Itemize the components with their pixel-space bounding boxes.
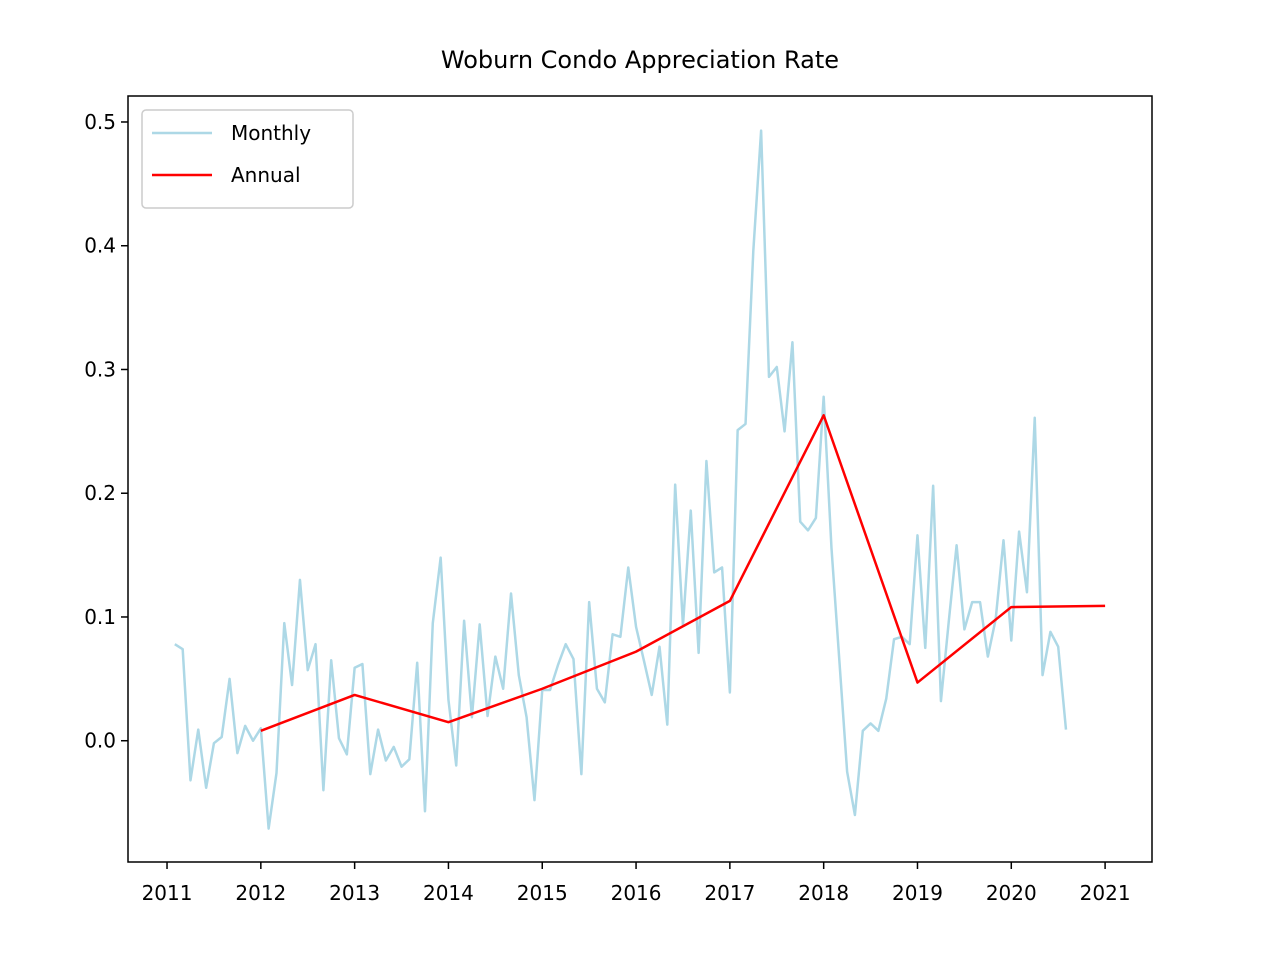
y-tick-label: 0.0 xyxy=(84,729,116,753)
x-tick-label: 2011 xyxy=(142,881,193,905)
x-tick-label: 2014 xyxy=(423,881,474,905)
legend-label: Annual xyxy=(231,163,301,187)
series-line xyxy=(174,129,1068,830)
plot-frame xyxy=(127,95,1153,863)
x-tick-label: 2018 xyxy=(798,881,849,905)
x-tick-label: 2019 xyxy=(892,881,943,905)
legend-box xyxy=(141,109,354,209)
series-line xyxy=(260,414,1106,732)
x-tick-label: 2012 xyxy=(235,881,286,905)
x-tick-label: 2013 xyxy=(329,881,380,905)
x-tick-label: 2020 xyxy=(986,881,1037,905)
y-tick-label: 0.4 xyxy=(84,234,116,258)
y-tick-label: 0.5 xyxy=(84,110,116,134)
y-tick-label: 0.3 xyxy=(84,357,116,381)
y-tick-label: 0.1 xyxy=(84,605,116,629)
legend-label: Monthly xyxy=(231,121,311,145)
x-tick-label: 2017 xyxy=(704,881,755,905)
x-tick-label: 2021 xyxy=(1080,881,1131,905)
x-tick-label: 2016 xyxy=(611,881,662,905)
x-tick-label: 2015 xyxy=(517,881,568,905)
y-tick-label: 0.2 xyxy=(84,481,116,505)
chart-title: Woburn Condo Appreciation Rate xyxy=(441,46,839,74)
